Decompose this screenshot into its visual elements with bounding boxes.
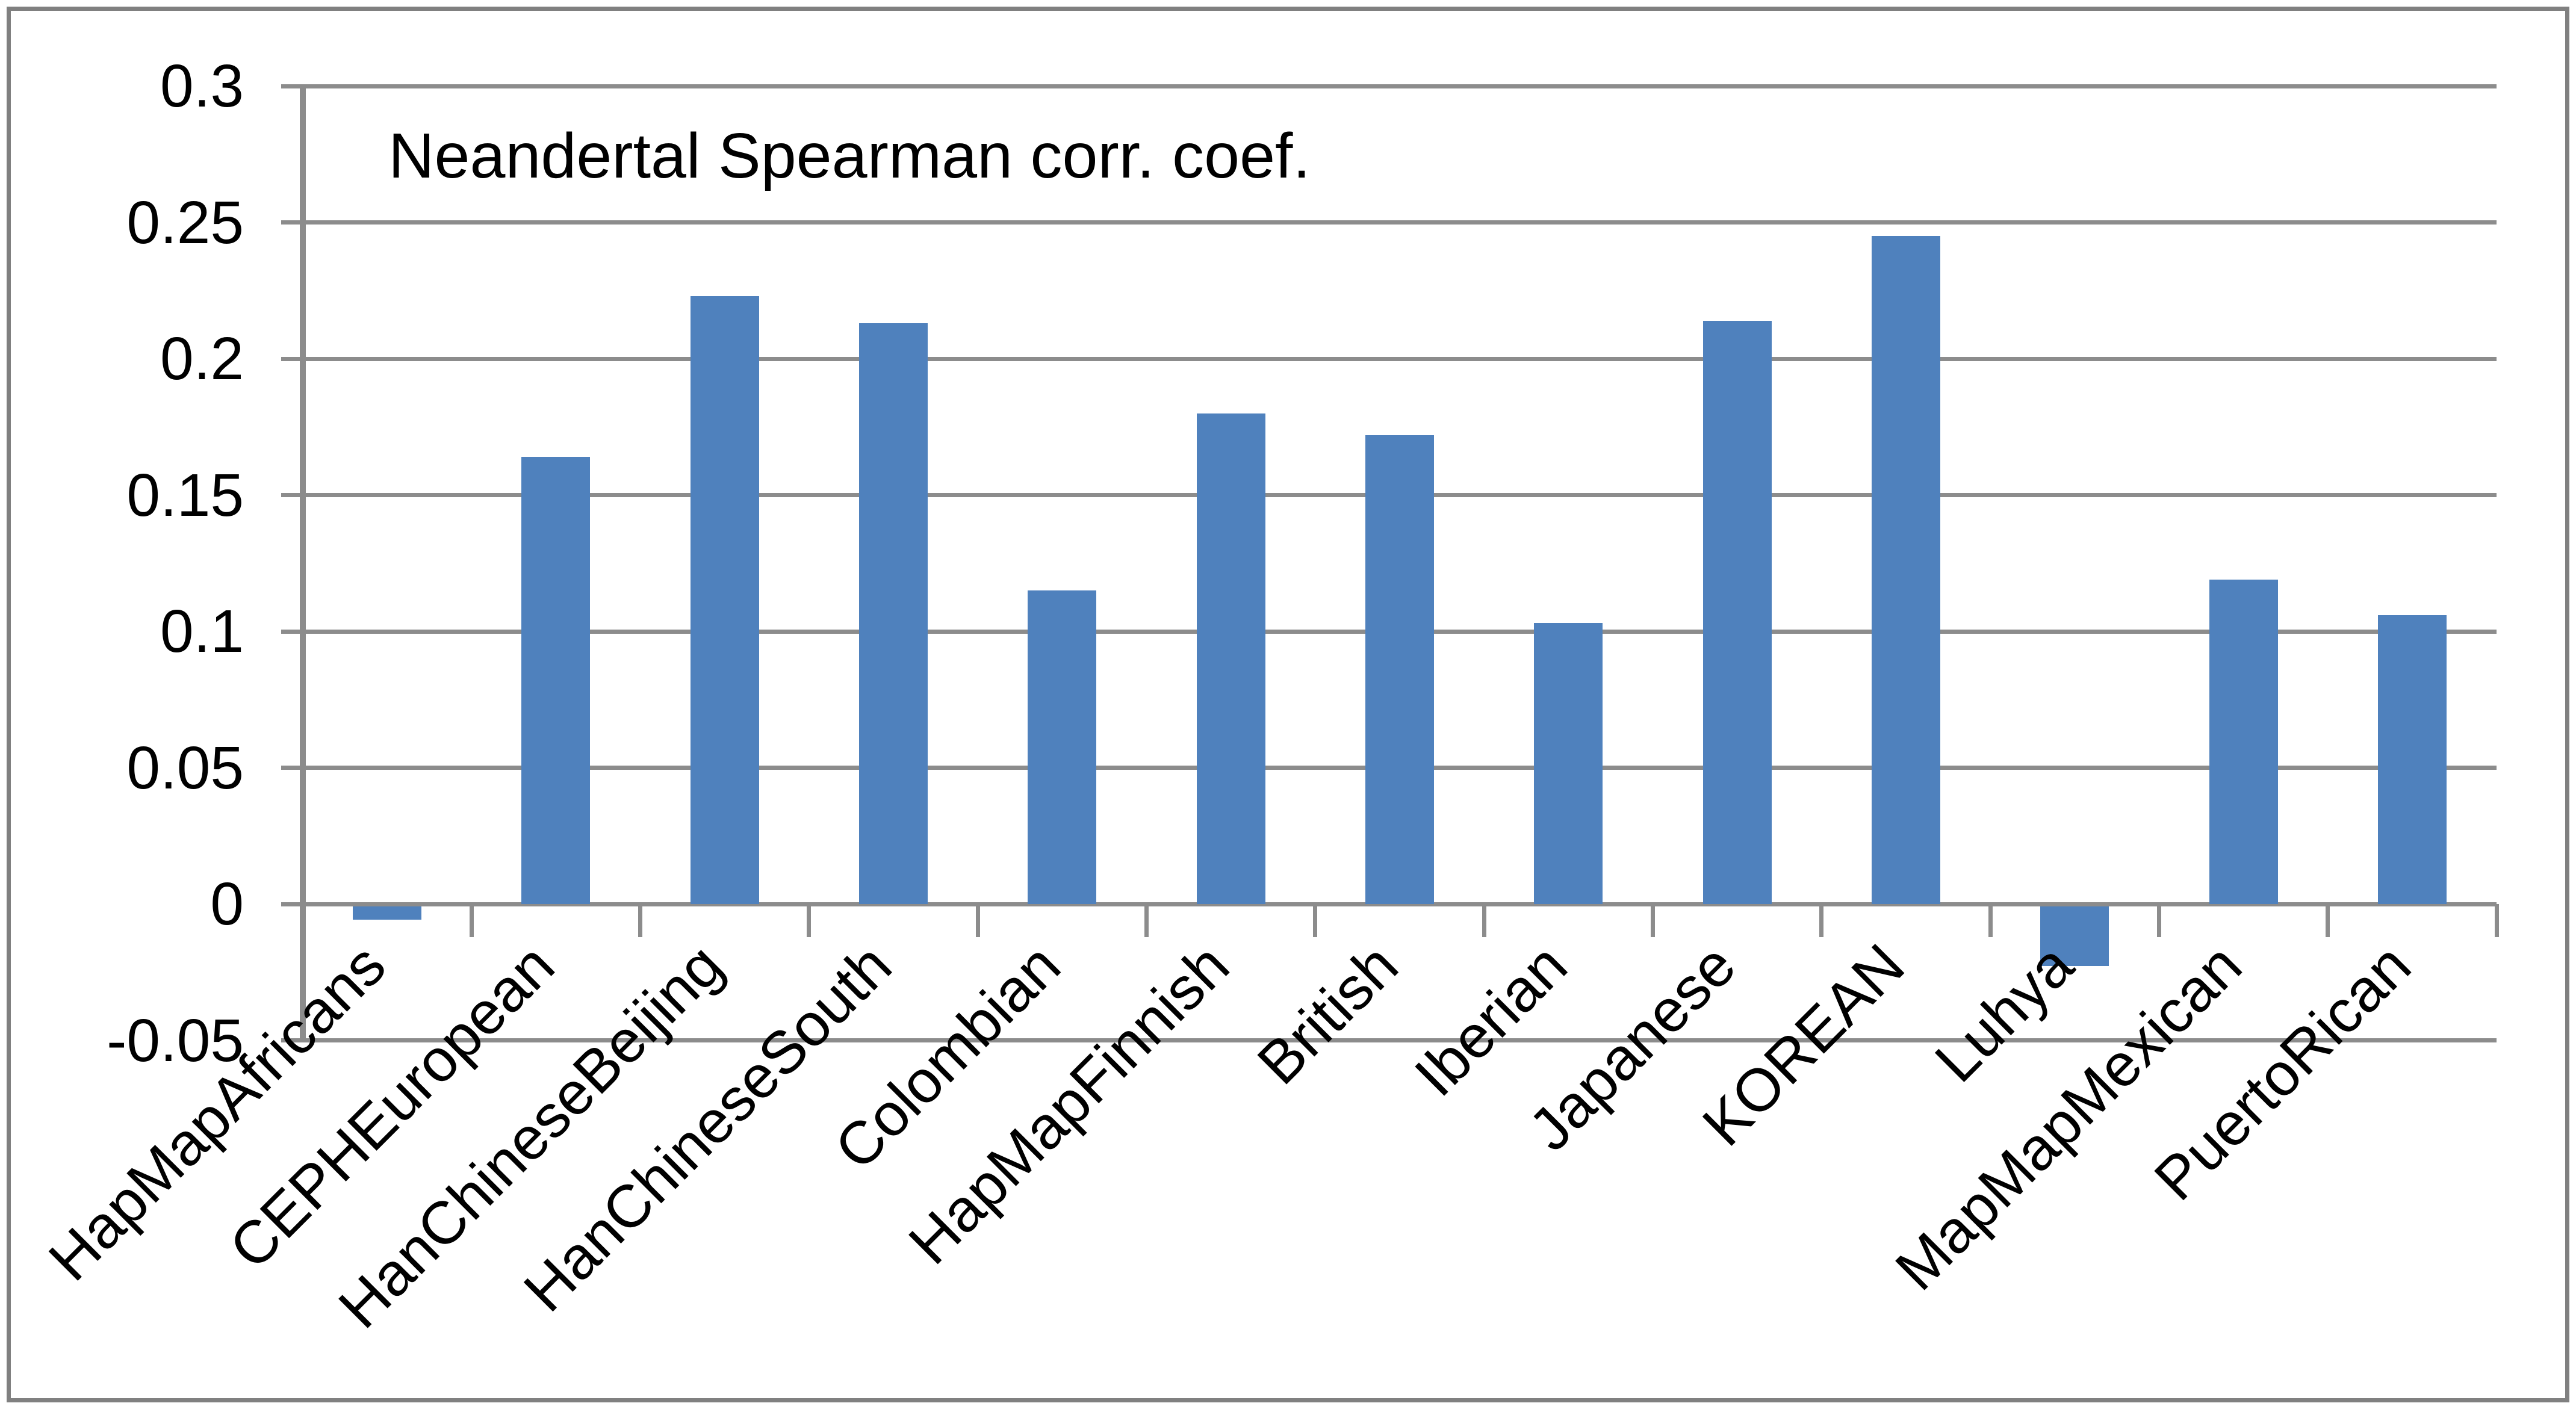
category-axis-tick bbox=[2326, 904, 2330, 937]
category-axis-tick bbox=[975, 904, 980, 937]
bar-mapmapmexican bbox=[2209, 579, 2278, 904]
gridline-0 bbox=[281, 902, 2497, 906]
category-axis-tick bbox=[807, 904, 812, 937]
y-tick-label--0.05: -0.05 bbox=[107, 1006, 244, 1074]
category-axis-tick bbox=[1988, 904, 1993, 937]
chart-title: Neandertal Spearman corr. coef. bbox=[388, 120, 1311, 191]
bar-cepheuropean bbox=[521, 457, 591, 904]
gridline-0.3 bbox=[281, 84, 2497, 88]
category-axis-tick bbox=[2494, 904, 2499, 937]
gridline-0.2 bbox=[281, 356, 2497, 361]
y-tick-label-0: 0 bbox=[210, 870, 244, 938]
category-axis-tick bbox=[1650, 904, 1655, 937]
chart-frame-border bbox=[7, 7, 2569, 1402]
bar-colombian bbox=[1028, 590, 1097, 904]
y-tick-label-0.2: 0.2 bbox=[160, 325, 244, 392]
bar-korean bbox=[1871, 236, 1940, 904]
y-axis-line bbox=[300, 86, 306, 1041]
bar-hapmapfinnish bbox=[1196, 413, 1265, 904]
category-axis-tick bbox=[1819, 904, 1824, 937]
y-tick-label-0.3: 0.3 bbox=[160, 52, 244, 120]
gridline-0.25 bbox=[281, 220, 2497, 225]
category-axis-tick bbox=[1313, 904, 1318, 937]
category-axis-tick bbox=[469, 904, 474, 937]
bar-japanese bbox=[1702, 320, 1772, 904]
y-tick-label-0.15: 0.15 bbox=[126, 461, 244, 529]
category-axis-tick bbox=[300, 904, 305, 937]
bar-british bbox=[1365, 435, 1434, 904]
bar-hapmapafricans bbox=[353, 906, 422, 920]
bar-iberian bbox=[1534, 623, 1603, 904]
gridline--0.05 bbox=[281, 1038, 2497, 1042]
y-tick-label-0.25: 0.25 bbox=[126, 188, 244, 256]
bar-hanchinesesouth bbox=[859, 323, 928, 904]
category-axis-tick bbox=[1144, 904, 1149, 937]
bar-luhya bbox=[2040, 906, 2109, 967]
bar-hanchinesebeijing bbox=[690, 296, 759, 904]
category-axis-tick bbox=[638, 904, 643, 937]
y-tick-label-0.1: 0.1 bbox=[160, 598, 244, 665]
category-axis-tick bbox=[1482, 904, 1486, 937]
category-axis-tick bbox=[2156, 904, 2161, 937]
bar-puertorican bbox=[2377, 615, 2447, 904]
y-tick-label-0.05: 0.05 bbox=[126, 734, 244, 802]
